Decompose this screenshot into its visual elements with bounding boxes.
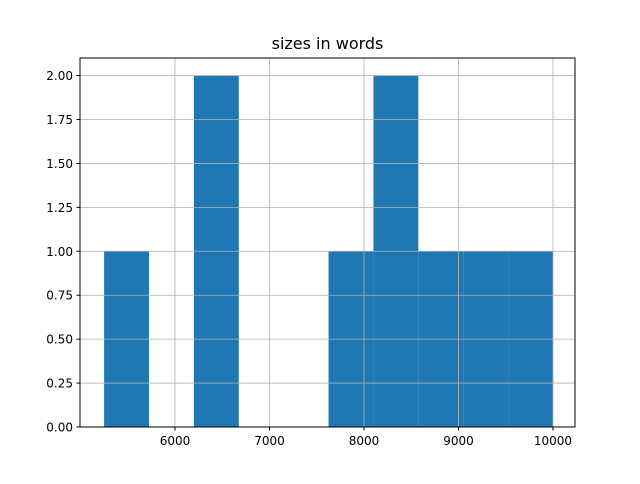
y-tick-label: 0.25 <box>46 377 73 391</box>
y-axis: 0.00 0.25 0.50 0.75 1.00 1.25 1.50 1.75 2.00 <box>46 69 80 435</box>
chart-title: sizes in words <box>272 34 384 53</box>
y-tick-label: 0.75 <box>46 289 73 303</box>
y-tick-label: 1.50 <box>46 157 73 171</box>
x-tick-label: 9000 <box>443 434 474 448</box>
y-tick-label: 1.75 <box>46 113 73 127</box>
x-tick-label: 8000 <box>349 434 380 448</box>
x-axis: 6000 7000 8000 9000 10000 <box>160 427 572 448</box>
axes-frame <box>79 57 576 428</box>
x-tick-label: 7000 <box>254 434 285 448</box>
y-tick-label: 1.25 <box>46 201 73 215</box>
x-tick-label: 6000 <box>160 434 191 448</box>
y-tick-label: 0.50 <box>46 333 73 347</box>
y-tick-label: 2.00 <box>46 69 73 83</box>
y-tick-label: 0.00 <box>46 421 73 435</box>
x-tick-label: 10000 <box>534 434 572 448</box>
y-tick-label: 1.00 <box>46 245 73 259</box>
